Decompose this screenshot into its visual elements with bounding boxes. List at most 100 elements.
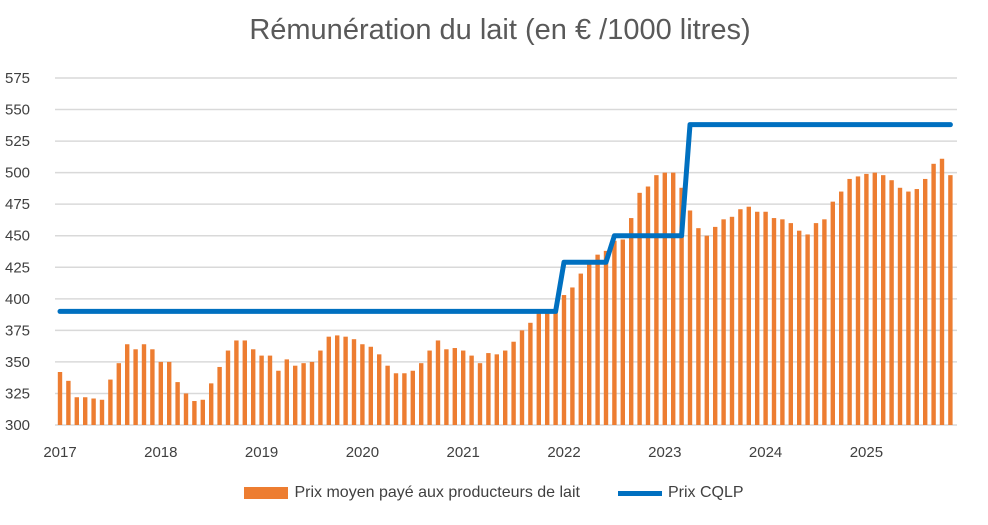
y-tick-label: 425 [5,259,30,276]
bar [839,191,844,425]
bar [805,234,810,425]
x-tick-label: 2019 [245,444,278,461]
bar [881,175,886,425]
bar [133,349,138,425]
bar [553,311,558,425]
bar [889,180,894,425]
bar [435,340,441,425]
bar [503,350,508,425]
bar [822,219,827,425]
bar [587,263,592,425]
bar [167,361,172,425]
x-tick-label: 2024 [749,444,782,461]
chart-title: Rémunération du lait (en € /1000 litres) [249,14,751,46]
bar [662,172,667,425]
bar [788,223,793,425]
legend: Prix moyen payé aux producteurs de lait … [0,484,988,502]
bar [897,187,903,425]
bar [91,398,96,425]
bar [780,219,785,425]
bar [242,340,247,425]
bar [309,361,315,425]
bar [578,273,583,425]
bar [687,210,693,425]
bar [385,365,390,425]
x-tick-label: 2022 [547,444,580,461]
bar [721,219,726,425]
bar [318,350,323,425]
bar [595,254,600,425]
bar [360,344,365,425]
y-tick-label: 350 [5,354,30,371]
bar [771,218,777,425]
bar [234,340,239,425]
bar [175,382,180,425]
bar [755,211,760,425]
bar [519,330,525,425]
bar [729,216,735,425]
bar [477,363,483,425]
bar [368,346,373,425]
bar [561,295,567,425]
bar [570,287,575,425]
legend-label-line: Prix CQLP [667,484,744,501]
bar [217,366,222,425]
bar [528,322,533,425]
bar [637,192,642,425]
bar [855,176,861,425]
bar [200,399,205,425]
bar [452,348,457,425]
bar [150,349,155,425]
bar [536,311,541,425]
bar [864,173,869,425]
bar [209,383,214,425]
bar [444,349,449,425]
bar [293,365,298,425]
bar [486,353,491,425]
bar [603,250,609,425]
y-tick-label: 525 [5,133,30,150]
bar [251,349,256,425]
bar [511,341,516,425]
x-tick-label: 2017 [43,444,76,461]
bar [797,230,802,425]
legend-item-line: Prix CQLP [617,484,744,502]
y-tick-label: 475 [5,196,30,213]
bar [612,240,617,425]
bar [284,359,289,425]
bar [326,336,331,425]
bar [679,187,684,425]
bar [402,373,407,425]
x-tick-label: 2020 [346,444,379,461]
legend-item-bars: Prix moyen payé aux producteurs de lait [244,484,580,502]
y-tick-label: 550 [5,102,30,119]
bar [267,355,273,425]
bar [141,344,147,425]
bar [830,201,835,425]
bar [906,191,911,425]
bar [125,344,130,425]
bar [57,372,63,425]
bar [335,335,340,425]
bar [99,399,105,425]
y-tick-label: 325 [5,385,30,402]
bar [343,336,348,425]
bar [461,350,466,425]
y-tick-label: 400 [5,291,30,308]
bar [939,158,945,426]
bar [377,354,382,425]
bar [183,393,189,425]
bar [872,172,877,425]
bar [923,178,928,425]
bar [83,397,88,425]
legend-label-bars: Prix moyen payé aux producteurs de lait [294,484,580,501]
bar [545,311,550,425]
bar [671,172,676,425]
bar [469,355,474,425]
line-series-cqlp [57,122,953,314]
bar [116,363,121,425]
bar [225,350,231,425]
bar [713,226,718,425]
bar [738,209,743,425]
